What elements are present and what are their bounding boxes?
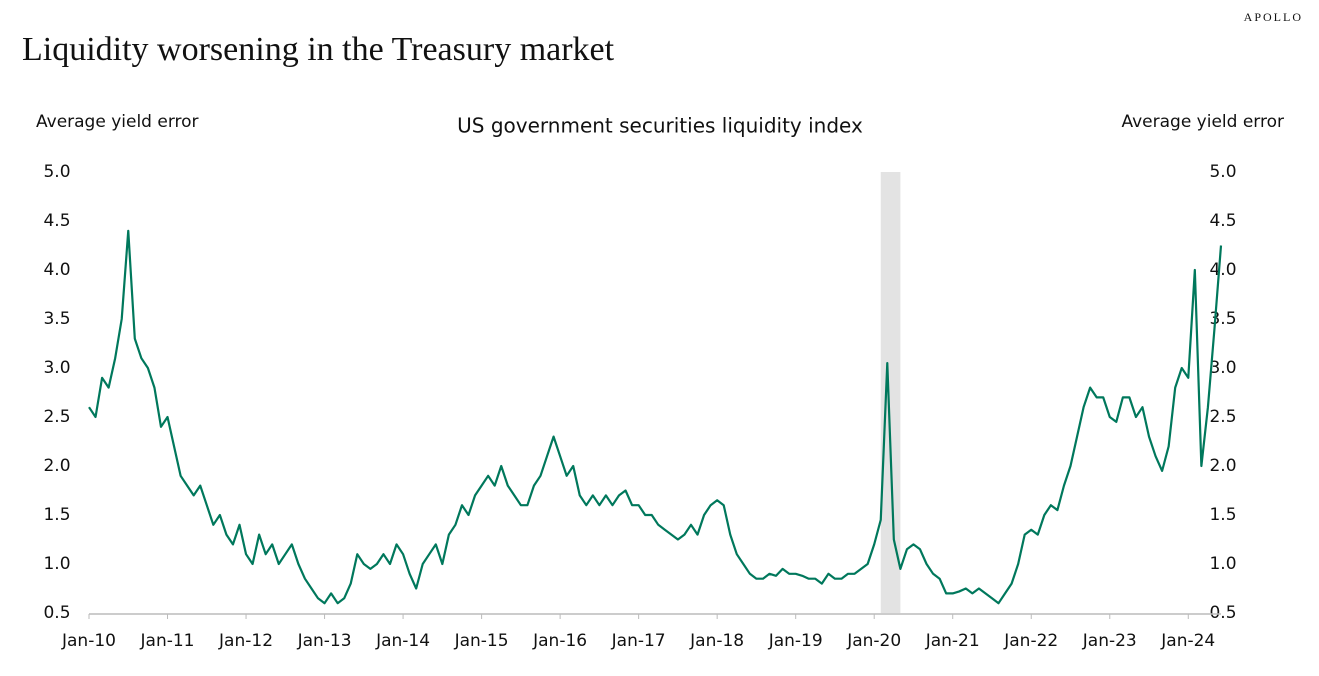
y-tick-label: 2.0 [43, 456, 70, 476]
x-tick-label: Jan-15 [454, 631, 509, 651]
y2-tick-label: 4.0 [1209, 260, 1236, 280]
x-tick-label: Jan-16 [532, 631, 587, 651]
brand: APOLLO [1244, 10, 1303, 24]
y-tick-label: 0.5 [43, 603, 70, 623]
x-tick-label: Jan-23 [1082, 631, 1137, 651]
y2-tick-label: 2.0 [1209, 456, 1236, 476]
y-tick-label: 2.5 [43, 407, 70, 427]
x-tick-label: Jan-17 [611, 631, 666, 651]
shaded-period [880, 172, 901, 613]
chart-subtitle: US government securities liquidity index [457, 114, 863, 138]
y2-axis-label: Average yield error [1121, 112, 1284, 132]
y2-tick-label: 3.0 [1209, 358, 1236, 378]
chart-title: Liquidity worsening in the Treasury mark… [22, 31, 615, 68]
y-axis-label: Average yield error [36, 112, 199, 132]
x-tick-label: Jan-19 [768, 631, 823, 651]
x-tick-label: Jan-18 [689, 631, 744, 651]
y-tick-label: 1.0 [43, 554, 70, 574]
x-tick-label: Jan-10 [61, 631, 116, 651]
x-tick-label: Jan-11 [140, 631, 195, 651]
y2-tick-label: 3.5 [1209, 309, 1236, 329]
y-tick-label: 5.0 [43, 162, 70, 182]
y-tick-label: 4.5 [43, 211, 70, 231]
y-tick-label: 1.5 [43, 505, 70, 525]
x-tick-label: Jan-13 [297, 631, 352, 651]
x-tick-label: Jan-12 [218, 631, 273, 651]
x-tick-label: Jan-20 [846, 631, 901, 651]
y2-tick-label: 1.5 [1209, 505, 1236, 525]
y2-tick-label: 0.5 [1209, 603, 1236, 623]
y-tick-label: 4.0 [43, 260, 70, 280]
x-tick-label: Jan-22 [1003, 631, 1058, 651]
data-line [88, 229, 1223, 605]
x-tick-label: Jan-21 [925, 631, 980, 651]
x-tick-label: Jan-24 [1160, 631, 1215, 651]
y2-tick-label: 1.0 [1209, 554, 1236, 574]
y2-tick-label: 4.5 [1209, 211, 1236, 231]
y-tick-label: 3.0 [43, 358, 70, 378]
y2-tick-label: 2.5 [1209, 407, 1236, 427]
y-tick-label: 3.5 [43, 309, 70, 329]
y2-tick-label: 5.0 [1209, 162, 1236, 182]
x-tick-label: Jan-14 [375, 631, 430, 651]
